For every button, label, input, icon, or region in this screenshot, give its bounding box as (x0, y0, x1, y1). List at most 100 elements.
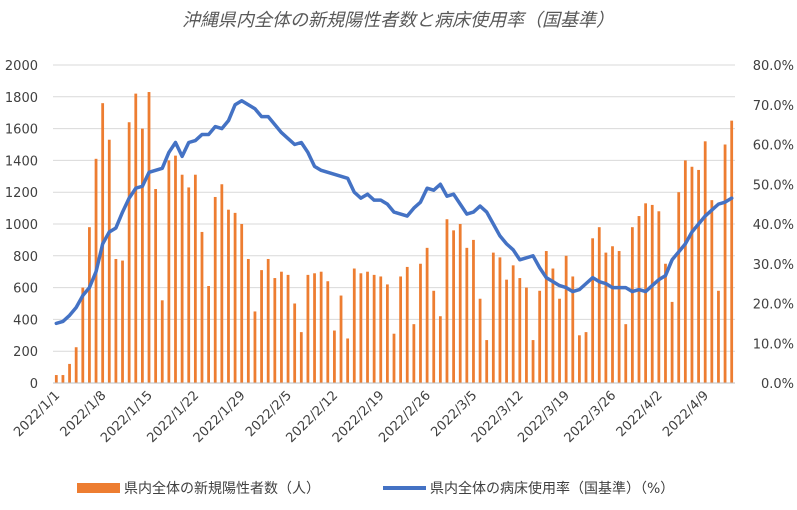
bar (313, 273, 316, 383)
left-y-axis-ticks: 0 200 400 600 800 1000 1200 1400 1600 1800 2000 (5, 59, 38, 392)
bar (405, 266, 409, 383)
bar (127, 122, 131, 384)
right-y-tick-label: 80.0% (753, 59, 794, 74)
bar (683, 160, 687, 383)
legend-line-label: 県内全体の病床使用率（国基準）（%） (430, 480, 674, 497)
bar (233, 212, 237, 383)
bar (299, 332, 303, 383)
bar (637, 216, 641, 383)
x-tick-label: 2022/1/1 (11, 388, 63, 440)
left-y-tick-label: 200 (13, 345, 38, 360)
bar (68, 363, 71, 383)
bar (445, 219, 449, 383)
bar (174, 155, 177, 383)
bar (465, 247, 469, 383)
bar (571, 276, 575, 383)
left-y-tick-label: 1000 (5, 218, 38, 233)
bar (366, 271, 369, 383)
bar (154, 189, 158, 383)
bar (141, 128, 144, 383)
bar (293, 303, 297, 383)
bar (385, 284, 389, 383)
left-y-tick-label: 0 (30, 377, 38, 392)
bar (538, 290, 542, 383)
right-y-tick-label: 20.0% (753, 298, 794, 313)
bar (425, 247, 429, 383)
bar (677, 192, 681, 383)
right-y-tick-label: 30.0% (753, 258, 794, 273)
bar (88, 227, 91, 383)
occupancy-line (54, 99, 734, 326)
bar (703, 141, 707, 383)
bar (624, 324, 628, 383)
bar (392, 333, 396, 383)
bar (246, 258, 250, 383)
bar (531, 340, 535, 383)
bar (319, 271, 323, 383)
bar (273, 278, 277, 383)
bar (280, 271, 283, 383)
bar (597, 227, 601, 383)
bar (121, 260, 124, 383)
bar (611, 246, 614, 383)
bar (564, 255, 568, 383)
bar (333, 330, 336, 383)
bar (604, 252, 608, 383)
bar (525, 287, 528, 383)
bar (207, 286, 210, 383)
left-y-tick-label: 2000 (5, 59, 38, 74)
bar (544, 251, 548, 383)
bar (432, 290, 436, 383)
bar (584, 332, 588, 383)
bar (107, 139, 111, 383)
bar (478, 298, 482, 383)
bar (650, 204, 654, 383)
left-y-tick-label: 400 (13, 313, 38, 328)
x-tick-label: 2022/4/9 (660, 388, 712, 440)
bar (730, 120, 734, 384)
left-y-tick-label: 800 (13, 250, 38, 265)
x-tick-label: 2022/4/2 (614, 388, 666, 440)
bar (134, 93, 138, 384)
bar (657, 211, 661, 383)
bar (61, 375, 65, 383)
bar-series (54, 92, 734, 384)
right-y-axis-ticks: 0.0% 10.0% 20.0% 30.0% 40.0% 50.0% 60.0% 70.0% 8… (753, 59, 794, 392)
legend: 県内全体の新規陽性者数（人） 県内全体の病床使用率（国基準）（%） (77, 480, 674, 497)
bar (578, 335, 581, 383)
bar (617, 251, 621, 383)
right-y-tick-label: 50.0% (753, 178, 794, 193)
bar (306, 274, 310, 383)
bar (399, 276, 403, 383)
bar (240, 224, 244, 383)
bar (505, 279, 508, 383)
bar (200, 231, 204, 383)
bar (260, 270, 263, 383)
x-axis-ticks: 2022/1/12022/1/82022/1/152022/1/222022/1… (11, 388, 712, 446)
bar (438, 316, 442, 383)
bar (379, 276, 383, 383)
bar (690, 166, 694, 383)
bar (114, 258, 118, 383)
bar (346, 338, 350, 383)
bar (670, 301, 674, 383)
bar (253, 311, 257, 383)
bar (352, 268, 356, 383)
bar (147, 92, 151, 383)
left-y-tick-label: 1600 (5, 123, 38, 138)
right-y-tick-label: 10.0% (753, 337, 794, 352)
left-y-tick-label: 600 (13, 282, 38, 297)
bar (491, 252, 495, 383)
line-series (54, 99, 734, 326)
bar (591, 238, 595, 383)
bar (485, 340, 489, 383)
bar (452, 230, 455, 383)
right-y-tick-label: 40.0% (753, 218, 794, 233)
bar (339, 295, 343, 383)
bar (558, 298, 561, 383)
bar (412, 324, 416, 383)
bar (630, 227, 634, 383)
bar (372, 274, 376, 383)
bar (359, 273, 363, 383)
